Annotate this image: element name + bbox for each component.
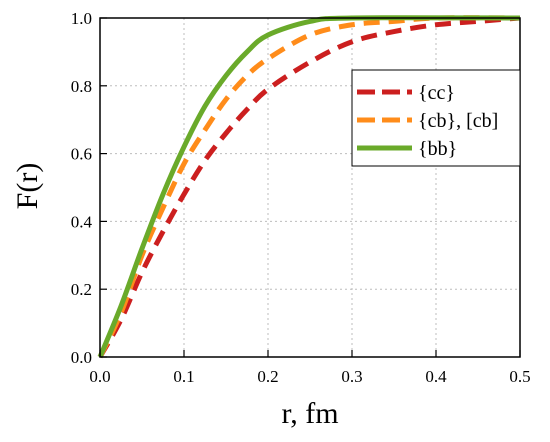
series-lines bbox=[97, 15, 521, 359]
y-tick-label: 0.2 bbox=[71, 280, 92, 299]
x-axis-title: r, fm bbox=[281, 397, 338, 430]
x-tick-label: 0.1 bbox=[173, 367, 194, 386]
x-tick-label: 0.3 bbox=[341, 367, 362, 386]
series-line-1 bbox=[97, 15, 521, 359]
x-tick-label: 0.5 bbox=[509, 367, 530, 386]
legend-label-0: {cc} bbox=[418, 82, 455, 104]
y-tick-label: 1.0 bbox=[71, 9, 92, 28]
series-line-0 bbox=[97, 15, 521, 359]
axis-ticks: 0.0 0.1 0.2 0.3 0.4 0.5 0.0 0.2 0.4 0.6 0.8 1.0 bbox=[71, 9, 531, 386]
y-tick-label: 0.0 bbox=[71, 348, 92, 367]
y-axis-title: F(r) bbox=[11, 163, 44, 210]
legend: {cc} {cb}, [cb] {bb} bbox=[351, 69, 521, 167]
y-tick-label: 0.4 bbox=[71, 212, 93, 231]
x-tick-label: 0.2 bbox=[257, 367, 278, 386]
x-tick-label: 0.4 bbox=[425, 367, 447, 386]
legend-label-2: {bb} bbox=[418, 138, 457, 160]
legend-label-1: {cb}, [cb] bbox=[418, 110, 498, 132]
grid bbox=[100, 18, 520, 357]
y-tick-label: 0.8 bbox=[71, 77, 92, 96]
series-line-2 bbox=[97, 15, 521, 358]
plot-frame bbox=[99, 17, 521, 358]
x-tick-label: 0.0 bbox=[89, 367, 110, 386]
y-tick-label: 0.6 bbox=[71, 145, 92, 164]
